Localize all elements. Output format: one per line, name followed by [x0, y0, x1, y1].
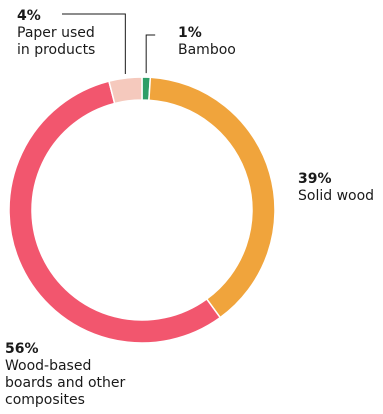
slice-solid-wood	[148, 76, 276, 319]
label-paper: 4% Paper used in products	[17, 8, 95, 59]
value-label-paper: 4%	[17, 8, 41, 24]
value-label-wood-based: 56%	[5, 341, 39, 357]
category-label-paper: Paper used in products	[17, 25, 96, 58]
category-label-solid-wood: Solid wood	[298, 188, 375, 204]
value-label-bamboo: 1%	[178, 25, 202, 41]
category-label-bamboo: Bamboo	[178, 42, 236, 58]
leader-line-bamboo	[145, 34, 156, 74]
leader-lines	[62, 13, 156, 75]
value-label-solid-wood: 39%	[298, 171, 332, 187]
donut-slices	[8, 76, 276, 344]
slice-wood-based	[8, 80, 222, 344]
label-solid-wood: 39% Solid wood	[298, 171, 374, 205]
label-bamboo: 1% Bamboo	[178, 25, 236, 59]
slice-paper	[108, 76, 143, 105]
label-wood-based: 56% Wood-based boards and other composit…	[5, 341, 125, 409]
leader-line-paper	[62, 13, 126, 75]
category-label-wood-based: Wood-based boards and other composites	[5, 358, 126, 408]
